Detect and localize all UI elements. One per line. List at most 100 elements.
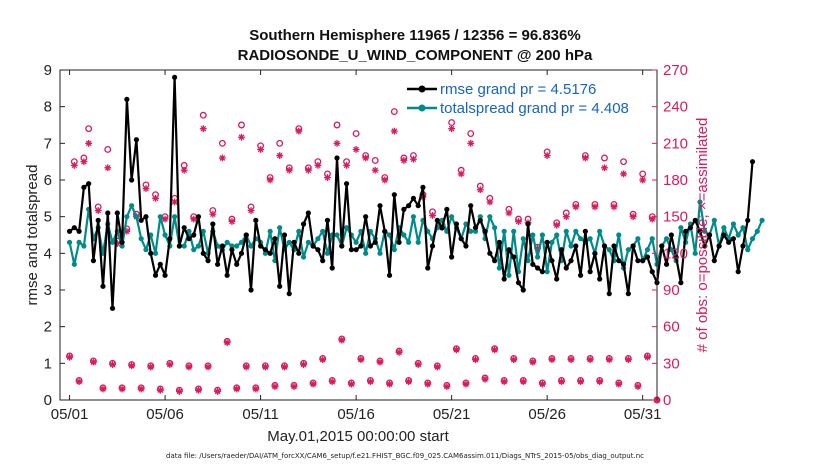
rmse-point: [162, 272, 168, 278]
spread-point: [663, 236, 670, 242]
obs-possible-point: [620, 158, 628, 166]
spread-point: [587, 236, 593, 242]
obs-assimilated-point: [453, 346, 460, 354]
rmse-point: [243, 232, 249, 238]
rmse-point: [119, 239, 125, 245]
star-stroke: [353, 146, 359, 153]
spread-point: [463, 221, 469, 227]
x-axis-label: May.01,2015 00:00:00 start: [267, 428, 449, 445]
star-stroke: [272, 383, 278, 390]
star-stroke: [291, 383, 297, 390]
obs-assimilated-point: [199, 125, 207, 133]
spread-point: [267, 228, 273, 234]
obs-assimilated-point: [519, 378, 527, 386]
rmse-point: [363, 214, 369, 220]
spread-point: [692, 250, 698, 256]
obs-assimilated-point: [548, 356, 556, 364]
rmse-point: [740, 243, 746, 249]
star-stroke: [319, 356, 326, 363]
rmse-point: [544, 239, 550, 245]
rmse-point: [625, 291, 631, 297]
spread-point: [238, 239, 245, 245]
rmse-point: [81, 184, 87, 190]
obs-assimilated-point: [290, 383, 298, 390]
obs-assimilated-point: [424, 380, 432, 388]
y-tick-label-right: 90: [663, 282, 680, 299]
star-stroke: [424, 381, 431, 387]
rmse-point: [606, 291, 612, 297]
star-stroke: [219, 155, 226, 161]
rmse-point: [659, 243, 665, 249]
obs-assimilated-point: [66, 353, 73, 361]
spread-point: [749, 236, 756, 242]
star-stroke: [487, 199, 493, 205]
rmse-point: [339, 243, 345, 249]
spread-point: [625, 247, 631, 253]
star-stroke: [515, 218, 522, 225]
spread-point: [702, 228, 708, 234]
rmse-point: [515, 280, 522, 286]
rmse-point: [100, 283, 106, 289]
spread-point: [191, 247, 197, 253]
obs-assimilated-point: [204, 363, 212, 371]
rmse-point: [745, 217, 751, 223]
obs-assimilated-point: [462, 380, 470, 388]
obs-assimilated-point: [104, 164, 112, 172]
rmse-point: [176, 243, 182, 249]
rmse-point: [234, 261, 240, 267]
obs-assimilated-point: [324, 174, 331, 181]
obs-assimilated-point: [390, 127, 398, 135]
spread-point: [468, 228, 474, 234]
obs-assimilated-point: [543, 152, 551, 159]
rmse-point: [415, 203, 421, 209]
x-tick-label: 05/26: [528, 406, 566, 423]
obs-assimilated-point: [410, 155, 417, 163]
obs-possible-point: [467, 130, 475, 138]
rmse-point: [487, 250, 493, 256]
rmse-point: [310, 243, 316, 249]
star-stroke: [410, 156, 417, 163]
star-stroke: [257, 146, 264, 153]
star-stroke: [467, 140, 474, 147]
rmse-point: [296, 250, 302, 256]
rmse-point: [386, 272, 393, 278]
star-stroke: [95, 207, 102, 214]
rmse-point: [253, 217, 259, 223]
star-stroke: [286, 167, 293, 174]
legend-rmse-label: rmse grand pr = 4.5176: [440, 81, 596, 98]
rmse-point: [382, 228, 388, 234]
obs-assimilated-point: [242, 363, 250, 371]
rmse-point: [420, 184, 426, 190]
star-stroke: [477, 186, 484, 193]
rmse-point: [257, 243, 264, 249]
spread-point: [449, 214, 455, 220]
spread-point: [616, 232, 622, 238]
obs-assimilated-point: [624, 356, 632, 364]
star-stroke: [381, 177, 388, 183]
obs-assimilated-point: [238, 133, 245, 141]
rmse-point: [716, 243, 722, 249]
obs-assimilated-point: [147, 363, 155, 371]
star-stroke: [472, 356, 479, 363]
obs-assimilated-point: [629, 213, 637, 221]
rmse-point: [472, 225, 479, 231]
rmse-point: [663, 261, 670, 267]
rmse-point: [558, 247, 565, 253]
spread-point: [315, 236, 321, 242]
star-stroke: [544, 152, 550, 159]
spread-point: [759, 217, 765, 223]
star-stroke: [71, 162, 78, 169]
y-tick-label-right: 150: [663, 209, 688, 226]
star-stroke: [90, 359, 97, 365]
star-stroke: [510, 356, 517, 363]
y-tick-label-left: 8: [44, 99, 52, 116]
obs-assimilated-point: [486, 198, 494, 206]
rmse-point: [582, 228, 588, 234]
rmse-point: [105, 210, 111, 216]
legend-rmse-marker: [418, 85, 426, 93]
star-stroke: [167, 361, 173, 368]
spread-point: [186, 228, 192, 234]
spread-point: [296, 228, 302, 234]
rmse-point: [129, 177, 135, 183]
rmse-point: [205, 258, 211, 264]
